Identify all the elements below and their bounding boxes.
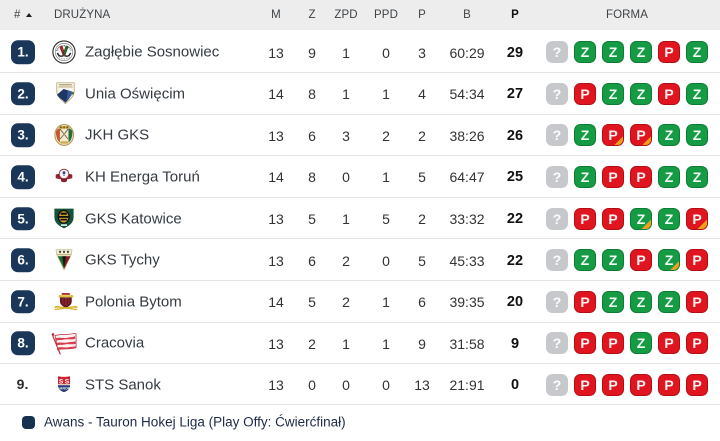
svg-text:SANOK: SANOK [57, 387, 71, 391]
svg-text:S: S [65, 379, 70, 386]
svg-text:S: S [59, 379, 64, 386]
